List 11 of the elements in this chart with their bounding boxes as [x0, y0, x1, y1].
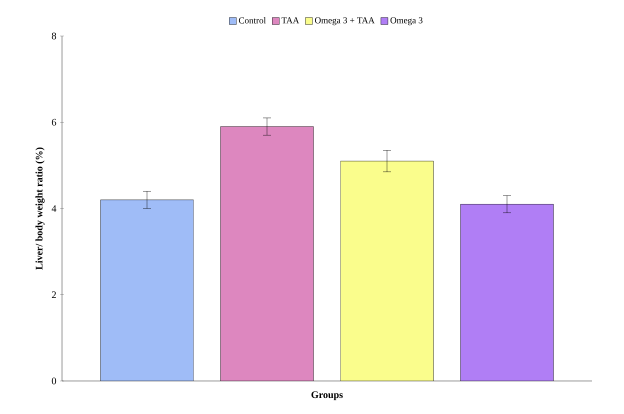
y-tick-label: 8	[52, 32, 56, 40]
legend-label: Control	[238, 17, 266, 24]
y-axis-title: Liver/ body weight ratio (%)	[35, 148, 45, 270]
legend-label: Omega 3	[390, 17, 422, 26]
legend-label: Omega 3 + TAA	[315, 17, 375, 26]
x-axis-title: Groups	[311, 391, 343, 400]
legend-label: TAA	[282, 17, 300, 24]
y-tick-label: 4	[52, 205, 56, 212]
y-tick-label: 6	[52, 118, 56, 126]
y-tick-label: 0	[52, 378, 56, 384]
y-tick-label: 2	[52, 291, 56, 298]
